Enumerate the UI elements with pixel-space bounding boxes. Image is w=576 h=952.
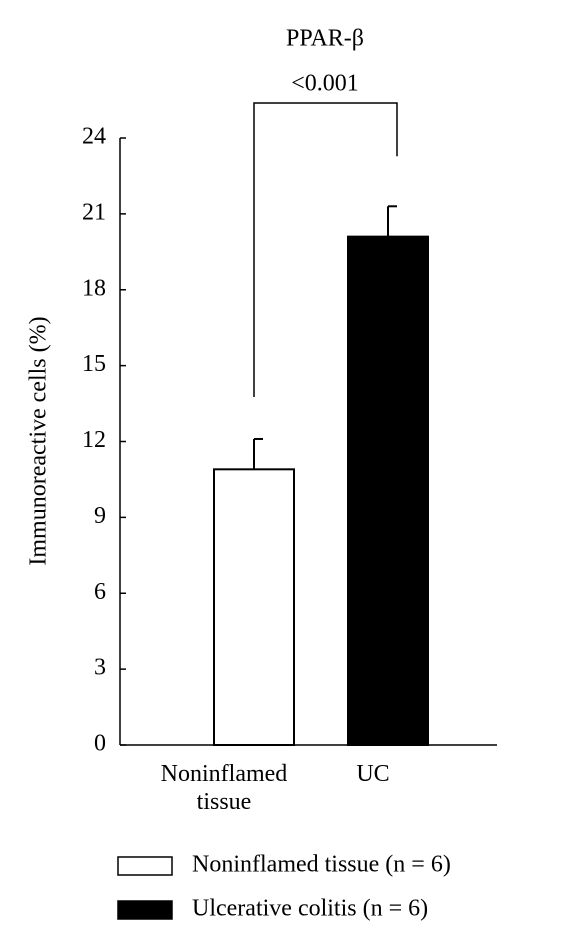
bar bbox=[347, 235, 429, 746]
x-tick-label: UC bbox=[356, 761, 390, 787]
y-tick-label: 18 bbox=[82, 275, 106, 301]
legend-swatch bbox=[117, 856, 173, 876]
x-tick-label: Noninflamed tissue bbox=[160, 761, 288, 815]
y-tick-label: 3 bbox=[94, 655, 106, 681]
bar bbox=[213, 468, 295, 746]
y-tick-label: 0 bbox=[94, 731, 106, 757]
significance-bracket bbox=[253, 102, 398, 397]
y-tick-label: 12 bbox=[82, 427, 106, 453]
y-tick-label: 15 bbox=[82, 351, 106, 377]
legend-label: Ulcerative colitis (n = 6) bbox=[192, 896, 428, 922]
y-tick-label: 6 bbox=[94, 579, 106, 605]
y-tick-label: 24 bbox=[82, 124, 106, 150]
chart-title: PPAR-β bbox=[286, 26, 364, 52]
legend-swatch bbox=[117, 900, 173, 920]
y-tick-label: 9 bbox=[94, 503, 106, 529]
y-tick-label: 21 bbox=[82, 199, 106, 225]
legend-label: Noninflamed tissue (n = 6) bbox=[192, 852, 451, 878]
significance-label: <0.001 bbox=[291, 71, 359, 97]
y-axis-label: Immunoreactive cells (%) bbox=[26, 316, 52, 565]
